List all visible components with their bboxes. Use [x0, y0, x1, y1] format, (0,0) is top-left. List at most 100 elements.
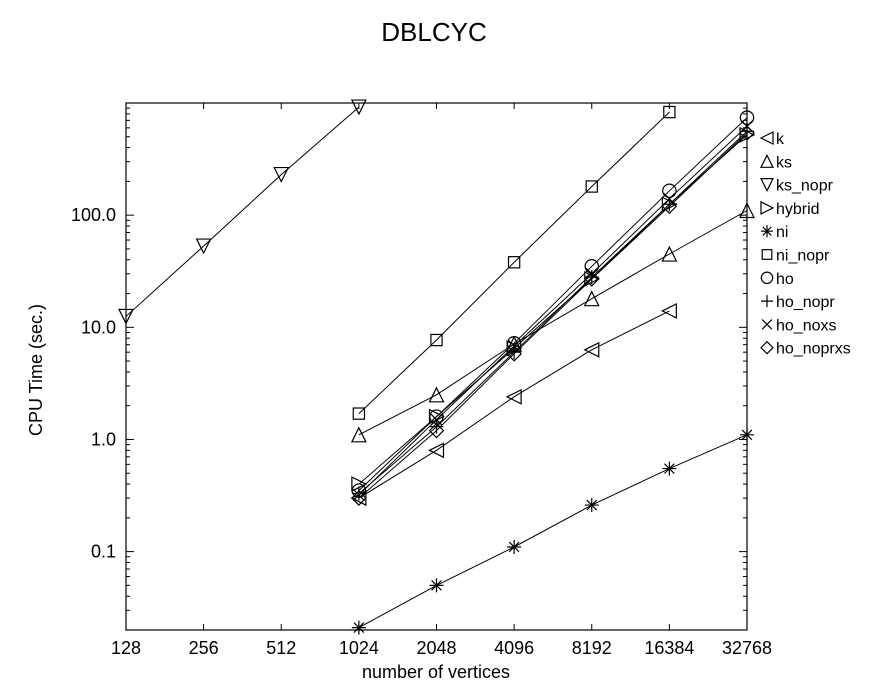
legend-item: ho_nopr — [761, 294, 835, 311]
data-point — [661, 198, 678, 215]
data-point — [740, 427, 754, 442]
legend-marker — [760, 178, 774, 192]
legend-label: ni — [776, 224, 788, 241]
data-point — [663, 105, 676, 119]
data-point — [661, 302, 677, 319]
y-tick-label: 1.0 — [91, 429, 116, 449]
legend-item: ks — [760, 153, 792, 171]
data-point — [428, 386, 445, 403]
legend-label: ni_nopr — [776, 248, 830, 265]
chart-title: DBLCYC — [381, 17, 486, 47]
x-tick-label: 512 — [266, 638, 296, 658]
legend-label: k — [776, 131, 785, 148]
series-line — [358, 132, 748, 499]
series-line — [358, 111, 670, 414]
series-ni-nopr — [352, 105, 676, 420]
x-tick-label: 128 — [111, 638, 141, 658]
series-line — [125, 106, 360, 317]
legend-label: ho_nopr — [776, 294, 835, 311]
data-point — [352, 488, 365, 501]
legend-marker — [761, 249, 773, 260]
x-tick-label: 32768 — [722, 638, 772, 658]
data-point — [584, 498, 599, 513]
series-line — [358, 210, 748, 436]
series-line — [358, 125, 748, 496]
data-point — [430, 413, 443, 426]
legend-item: hybrid — [760, 200, 820, 218]
x-tick-label: 1024 — [339, 638, 379, 658]
x-axis-label: number of vertices — [362, 662, 510, 682]
plot-frame — [125, 102, 748, 631]
legend-item: ho_noprxs — [760, 340, 851, 358]
x-axis: 128 256 512 1024 2048 4096 8192 16384 32768 — [111, 103, 772, 658]
legend-label: hybrid — [776, 201, 820, 218]
data-point — [662, 461, 677, 476]
x-tick-label: 2048 — [416, 638, 456, 658]
legend-marker — [760, 200, 775, 215]
data-point — [583, 341, 600, 358]
y-axis-label: CPU Time (sec.) — [26, 304, 46, 436]
series-ho-noprxs — [351, 125, 755, 506]
data-point — [429, 578, 444, 593]
data-point — [661, 245, 678, 262]
legend-marker — [761, 295, 773, 308]
series-line — [358, 310, 670, 499]
series-line — [358, 434, 748, 629]
legend-label: ho_noxs — [776, 317, 837, 334]
series-line — [358, 117, 748, 491]
data-point — [428, 422, 445, 439]
data-point — [507, 539, 522, 554]
legend-marker — [760, 271, 774, 285]
y-axis: 0.1 1.0 10.0 100.0 — [71, 107, 747, 631]
x-tick-label: 256 — [189, 638, 219, 658]
legend-label: ho_noprxs — [776, 341, 851, 358]
legend-item: ni — [761, 224, 788, 241]
y-tick-label: 0.1 — [91, 542, 116, 562]
data-point — [739, 202, 755, 219]
legend-marker — [761, 319, 773, 330]
data-point — [583, 271, 600, 287]
legend-marker — [761, 225, 773, 238]
series-ho-nopr — [351, 124, 754, 501]
plot-area — [118, 99, 756, 635]
legend-label: ks_nopr — [776, 178, 834, 195]
series-k — [350, 302, 677, 507]
series-ks — [350, 202, 755, 443]
legend-marker — [760, 153, 774, 168]
legend-label: ho — [776, 271, 794, 288]
data-point — [273, 166, 290, 183]
data-point — [739, 125, 755, 141]
data-point — [505, 388, 522, 405]
data-point — [507, 256, 521, 269]
series-line — [358, 130, 748, 494]
data-point — [428, 442, 445, 459]
legend-marker — [759, 131, 774, 145]
data-point — [350, 99, 367, 116]
data-point — [351, 620, 366, 635]
series-ho — [351, 110, 755, 498]
legend-item: ni_nopr — [761, 248, 830, 265]
legend-item: ho — [760, 271, 794, 288]
data-point — [583, 290, 600, 307]
series-ni — [351, 427, 754, 635]
data-point — [350, 426, 367, 443]
y-tick-label: 10.0 — [81, 317, 116, 337]
legend-item: ks_nopr — [760, 178, 834, 195]
data-point — [195, 238, 212, 255]
data-point — [352, 407, 366, 420]
data-point — [585, 267, 598, 280]
y-tick-label: 100.0 — [71, 205, 116, 225]
legend-marker — [760, 340, 774, 355]
x-tick-label: 8192 — [572, 638, 612, 658]
data-point — [506, 345, 522, 362]
data-point — [430, 333, 443, 347]
data-point — [118, 308, 134, 325]
series-ks-nopr — [118, 99, 367, 325]
data-point — [585, 180, 598, 193]
x-tick-label: 16384 — [644, 638, 694, 658]
legend-label: ks — [776, 154, 792, 171]
legend-item: k — [759, 131, 785, 148]
